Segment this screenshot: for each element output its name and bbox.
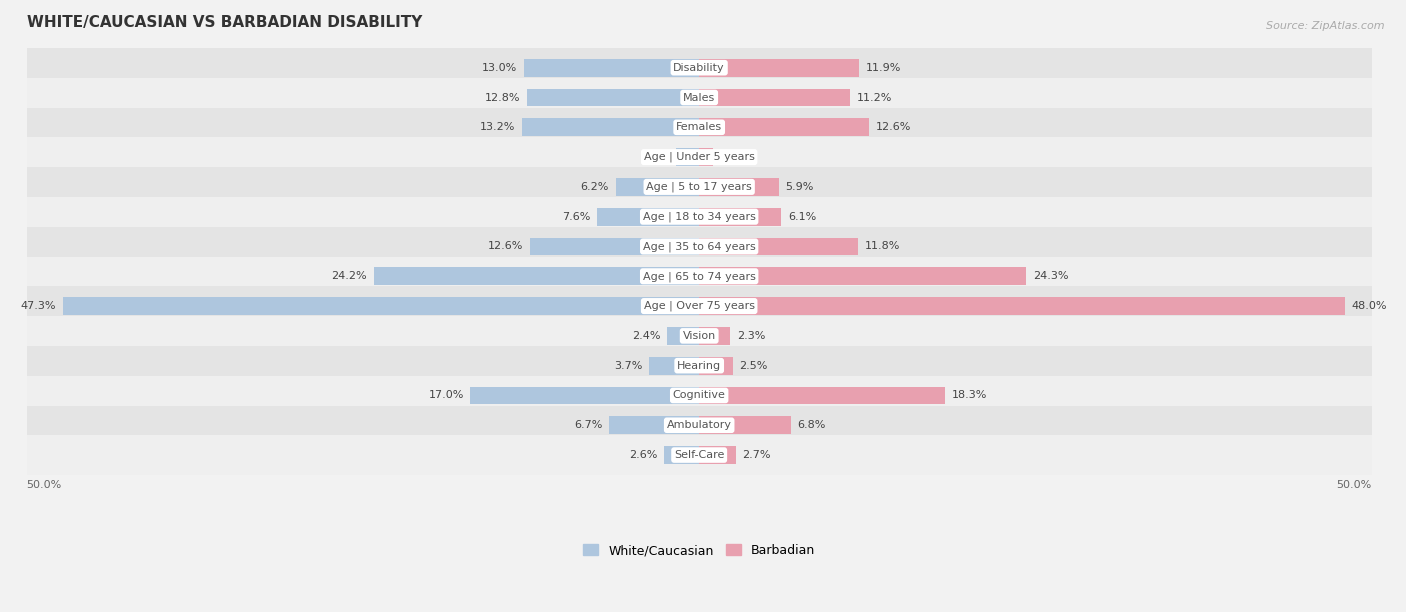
Text: Vision: Vision bbox=[682, 331, 716, 341]
Text: 12.6%: 12.6% bbox=[488, 242, 523, 252]
Text: 5.9%: 5.9% bbox=[786, 182, 814, 192]
Legend: White/Caucasian, Barbadian: White/Caucasian, Barbadian bbox=[578, 539, 820, 562]
Text: 11.9%: 11.9% bbox=[866, 62, 901, 73]
Bar bbox=[616, 178, 699, 196]
Bar bbox=[27, 108, 1372, 147]
Text: Age | 18 to 34 years: Age | 18 to 34 years bbox=[643, 211, 755, 222]
Text: Females: Females bbox=[676, 122, 723, 132]
Text: 13.2%: 13.2% bbox=[479, 122, 515, 132]
Bar bbox=[530, 237, 699, 255]
Bar bbox=[699, 148, 713, 166]
Bar bbox=[27, 316, 1372, 356]
Text: 47.3%: 47.3% bbox=[21, 301, 56, 311]
Bar bbox=[699, 387, 945, 405]
Text: 2.4%: 2.4% bbox=[631, 331, 661, 341]
Text: 6.1%: 6.1% bbox=[787, 212, 817, 222]
Text: Ambulatory: Ambulatory bbox=[666, 420, 731, 430]
Bar bbox=[27, 227, 1372, 266]
Text: 11.8%: 11.8% bbox=[865, 242, 900, 252]
Bar bbox=[699, 178, 779, 196]
Bar bbox=[664, 446, 699, 464]
Bar bbox=[699, 207, 782, 226]
Bar bbox=[524, 59, 699, 76]
Text: Source: ZipAtlas.com: Source: ZipAtlas.com bbox=[1267, 21, 1385, 31]
Text: 2.3%: 2.3% bbox=[737, 331, 765, 341]
Text: 2.6%: 2.6% bbox=[628, 450, 658, 460]
Text: Age | 5 to 17 years: Age | 5 to 17 years bbox=[647, 182, 752, 192]
Text: 1.7%: 1.7% bbox=[641, 152, 669, 162]
Bar bbox=[699, 297, 1346, 315]
Bar bbox=[699, 446, 735, 464]
Text: 50.0%: 50.0% bbox=[27, 480, 62, 490]
Bar bbox=[27, 376, 1372, 415]
Text: Disability: Disability bbox=[673, 62, 725, 73]
Bar bbox=[699, 416, 790, 434]
Bar bbox=[27, 197, 1372, 236]
Bar bbox=[27, 406, 1372, 445]
Text: 12.6%: 12.6% bbox=[876, 122, 911, 132]
Bar bbox=[699, 357, 733, 375]
Text: Age | Over 75 years: Age | Over 75 years bbox=[644, 301, 755, 312]
Text: 11.2%: 11.2% bbox=[856, 92, 891, 102]
Text: 13.0%: 13.0% bbox=[482, 62, 517, 73]
Bar bbox=[666, 327, 699, 345]
Text: Age | Under 5 years: Age | Under 5 years bbox=[644, 152, 755, 162]
Text: 12.8%: 12.8% bbox=[485, 92, 520, 102]
Text: 2.7%: 2.7% bbox=[742, 450, 770, 460]
Text: 6.7%: 6.7% bbox=[574, 420, 602, 430]
Bar bbox=[471, 387, 699, 405]
Text: 3.7%: 3.7% bbox=[614, 360, 643, 371]
Bar bbox=[699, 267, 1026, 285]
Text: 18.3%: 18.3% bbox=[952, 390, 987, 400]
Bar bbox=[676, 148, 699, 166]
Text: 7.6%: 7.6% bbox=[562, 212, 591, 222]
Bar bbox=[27, 138, 1372, 177]
Text: 6.2%: 6.2% bbox=[581, 182, 609, 192]
Text: 1.0%: 1.0% bbox=[720, 152, 748, 162]
Bar bbox=[699, 89, 849, 106]
Text: 24.2%: 24.2% bbox=[332, 271, 367, 282]
Bar bbox=[27, 256, 1372, 296]
Text: 48.0%: 48.0% bbox=[1351, 301, 1388, 311]
Bar bbox=[699, 59, 859, 76]
Text: 6.8%: 6.8% bbox=[797, 420, 825, 430]
Text: Hearing: Hearing bbox=[678, 360, 721, 371]
Text: Males: Males bbox=[683, 92, 716, 102]
Bar bbox=[598, 207, 699, 226]
Text: Age | 65 to 74 years: Age | 65 to 74 years bbox=[643, 271, 755, 282]
Bar bbox=[27, 346, 1372, 386]
Bar bbox=[522, 118, 699, 136]
Bar bbox=[63, 297, 699, 315]
Text: 2.5%: 2.5% bbox=[740, 360, 768, 371]
Bar bbox=[699, 118, 869, 136]
Text: 50.0%: 50.0% bbox=[1337, 480, 1372, 490]
Bar bbox=[699, 327, 730, 345]
Bar bbox=[27, 78, 1372, 117]
Text: 17.0%: 17.0% bbox=[429, 390, 464, 400]
Text: 24.3%: 24.3% bbox=[1033, 271, 1069, 282]
Bar bbox=[374, 267, 699, 285]
Bar bbox=[527, 89, 699, 106]
Bar bbox=[609, 416, 699, 434]
Bar bbox=[27, 286, 1372, 326]
Bar bbox=[27, 167, 1372, 207]
Bar bbox=[27, 48, 1372, 88]
Bar bbox=[27, 435, 1372, 475]
Text: Age | 35 to 64 years: Age | 35 to 64 years bbox=[643, 241, 755, 252]
Text: Cognitive: Cognitive bbox=[672, 390, 725, 400]
Text: Self-Care: Self-Care bbox=[673, 450, 724, 460]
Bar bbox=[699, 237, 858, 255]
Bar bbox=[650, 357, 699, 375]
Text: WHITE/CAUCASIAN VS BARBADIAN DISABILITY: WHITE/CAUCASIAN VS BARBADIAN DISABILITY bbox=[27, 15, 422, 30]
